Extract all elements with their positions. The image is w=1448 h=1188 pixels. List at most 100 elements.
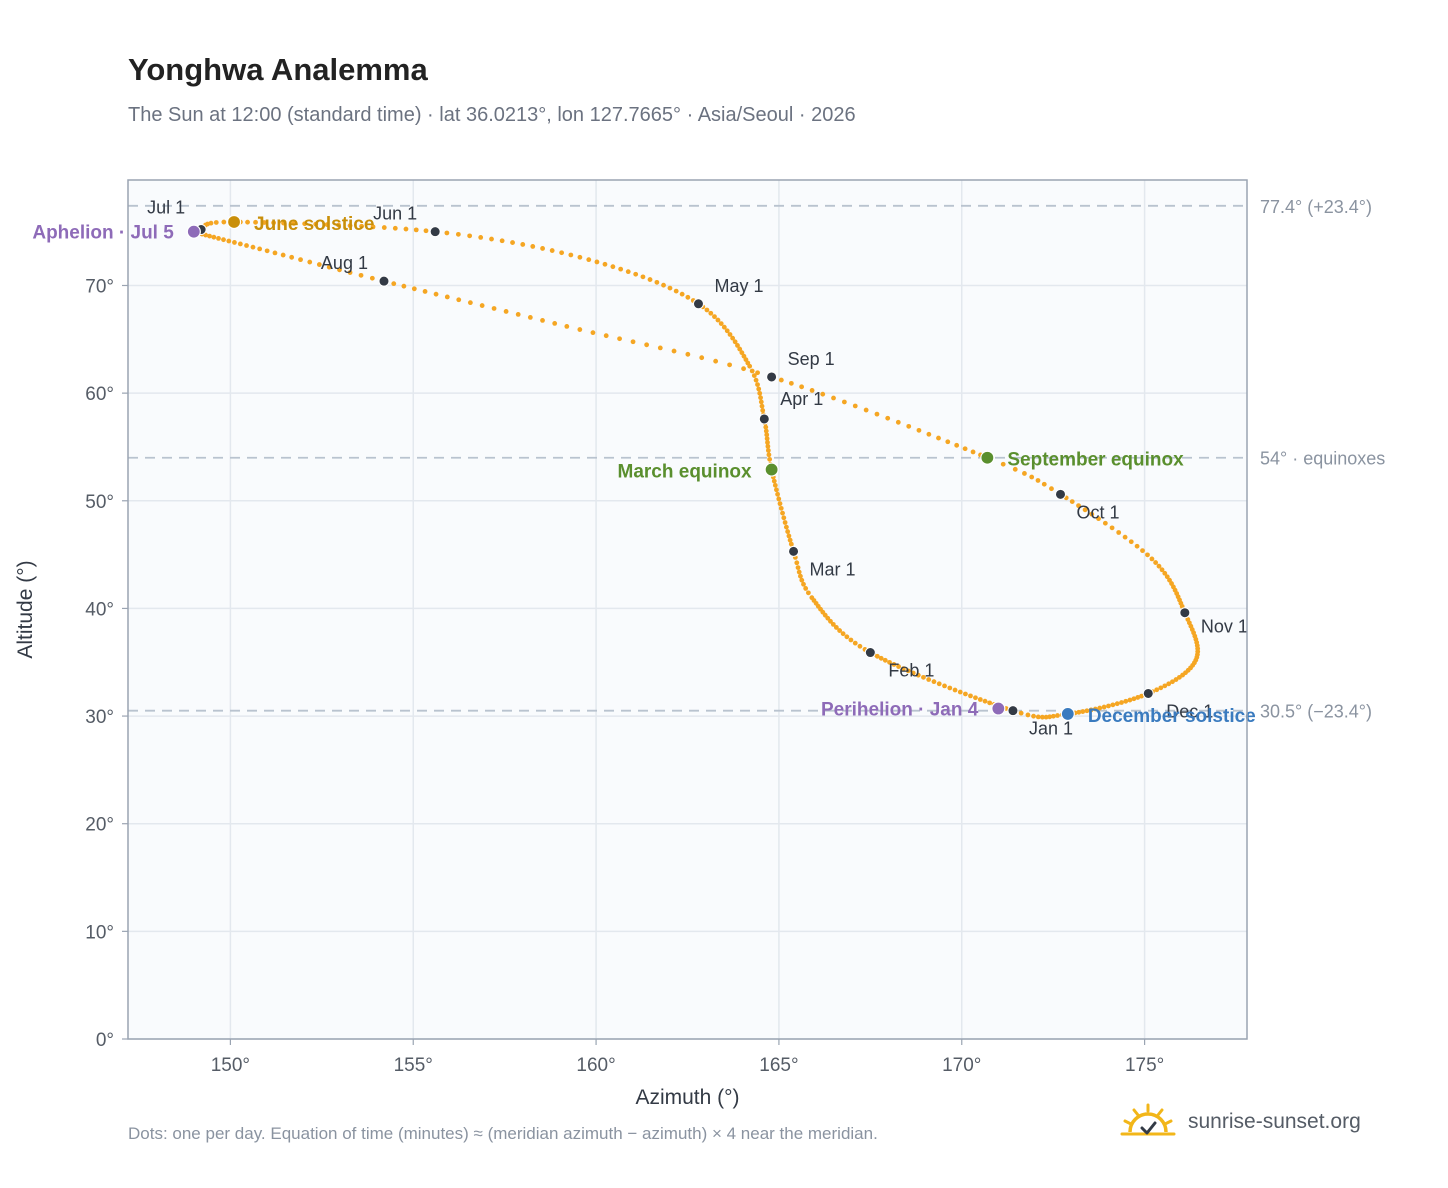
- daily-dot: [787, 537, 793, 543]
- daily-dot: [1049, 486, 1054, 492]
- daily-dot: [809, 388, 815, 393]
- daily-dot: [336, 222, 341, 228]
- brand[interactable]: sunrise-sunset.org: [1120, 1100, 1361, 1144]
- daily-dot: [763, 428, 769, 434]
- reference-line-label: 30.5° (−23.4°): [1260, 702, 1372, 722]
- month-label-sep-1: Sep 1: [788, 349, 835, 369]
- daily-dot: [735, 343, 740, 348]
- daily-dot: [1069, 499, 1075, 505]
- month-label-aug-1: Aug 1: [321, 253, 368, 273]
- y-tick-label: 40°: [85, 599, 114, 620]
- daily-dot: [727, 332, 733, 337]
- brand-name[interactable]: sunrise-sunset.org: [1188, 1110, 1361, 1133]
- daily-dot: [401, 283, 407, 289]
- month-label-mar-1: Mar 1: [810, 559, 856, 579]
- daily-dot: [403, 226, 409, 232]
- daily-dot: [1000, 461, 1006, 467]
- month-label-apr-1: Apr 1: [780, 389, 823, 409]
- event-marker-september-equinox: [980, 450, 995, 465]
- daily-dot: [617, 336, 622, 342]
- month-marker-aug-1: [378, 275, 390, 287]
- daily-dot: [515, 312, 521, 317]
- reference-line-label: 77.4° (+23.4°): [1260, 197, 1372, 217]
- daily-dot: [307, 259, 313, 265]
- daily-dot: [777, 501, 783, 507]
- daily-dot: [381, 225, 387, 230]
- daily-dot: [905, 668, 911, 674]
- daily-dot: [647, 277, 653, 282]
- daily-dot: [767, 456, 773, 462]
- daily-dot: [712, 314, 717, 320]
- daily-dot: [326, 264, 332, 270]
- daily-dot: [253, 219, 258, 225]
- month-label-feb-1: Feb 1: [888, 661, 934, 681]
- daily-dot: [844, 634, 850, 640]
- daily-dot: [749, 368, 755, 374]
- reference-lines: 77.4° (+23.4°) 54° · equinoxes 30.5° (−23.…: [128, 197, 1385, 722]
- event-label-december-solstice: December solstice: [1088, 706, 1256, 727]
- daily-dot: [370, 224, 376, 230]
- daily-dot: [795, 565, 801, 570]
- x-tick-label: 170°: [942, 1055, 981, 1076]
- daily-dot: [577, 327, 583, 332]
- daily-dot: [1088, 707, 1094, 713]
- daily-dot: [848, 637, 854, 643]
- daily-dot: [982, 698, 988, 704]
- x-axis-ticks: 150° 155° 160° 165° 170° 175°: [211, 1039, 1164, 1076]
- y-tick-label: 60°: [85, 384, 114, 405]
- daily-dot: [764, 436, 770, 442]
- daily-dot: [782, 520, 788, 525]
- daily-dot: [885, 415, 891, 421]
- daily-dot: [207, 233, 212, 239]
- daily-dot: [741, 366, 746, 372]
- event-marker-perihelion-jan-4: [991, 701, 1006, 716]
- daily-dot: [776, 496, 782, 502]
- daily-dot: [1055, 713, 1060, 718]
- daily-dot: [1050, 713, 1056, 719]
- daily-dot: [392, 225, 398, 231]
- daily-dot: [916, 427, 922, 433]
- daily-dot: [226, 238, 232, 244]
- daily-dot: [661, 282, 666, 288]
- daily-dot: [778, 377, 784, 383]
- daily-dot: [878, 655, 884, 661]
- daily-dot: [413, 227, 419, 233]
- daily-dot: [1012, 466, 1018, 472]
- daily-dot: [926, 677, 932, 682]
- daily-dot: [552, 321, 558, 326]
- daily-dot: [489, 236, 494, 242]
- daily-dot: [467, 300, 473, 306]
- daily-dot: [891, 662, 897, 667]
- daily-dot: [968, 693, 973, 699]
- daily-dot: [657, 345, 663, 351]
- month-marker-mar-1: [788, 545, 800, 557]
- month-label-may-1: May 1: [714, 276, 763, 296]
- sun-logo-icon: [1120, 1103, 1176, 1136]
- daily-dot: [1096, 516, 1101, 522]
- daily-dot: [833, 625, 839, 630]
- daily-dot: [778, 505, 784, 511]
- daily-dot: [945, 439, 951, 445]
- daily-dot: [882, 657, 888, 663]
- daily-dot: [1025, 712, 1031, 718]
- daily-dot: [610, 264, 616, 270]
- daily-dot: [759, 403, 765, 409]
- daily-dot: [803, 586, 809, 591]
- daily-dot: [915, 672, 921, 678]
- daily-dot: [1156, 563, 1162, 569]
- daily-dot: [1131, 696, 1137, 702]
- month-marker-feb-1: [864, 647, 876, 659]
- daily-dot: [954, 442, 960, 448]
- daily-dot: [1127, 697, 1133, 703]
- daily-dot: [298, 257, 303, 263]
- daily-dot: [753, 377, 759, 383]
- daily-dot: [347, 223, 353, 229]
- daily-dot: [316, 262, 322, 267]
- daily-dot: [673, 288, 679, 294]
- event-label-june-solstice: June solstice: [254, 214, 374, 235]
- month-label-dec-1: Dec 1: [1166, 701, 1213, 721]
- daily-dot: [715, 317, 721, 323]
- daily-dot: [467, 233, 473, 239]
- daily-dot: [837, 628, 843, 633]
- daily-dot: [1043, 714, 1049, 720]
